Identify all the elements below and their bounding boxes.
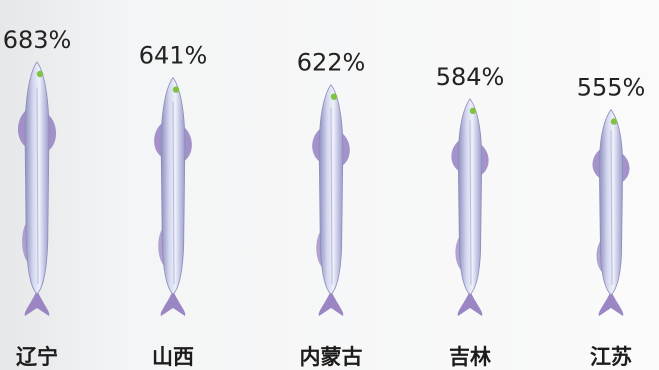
fish-tail [457,290,483,316]
value-label: 555% [577,74,646,102]
value-label: 683% [3,26,72,54]
fish-bar-3 [312,84,350,316]
fish-lateral-line [330,107,333,285]
fish-lateral-line [469,120,472,285]
fish-bar-2 [154,76,192,316]
fish-lateral-line [610,130,613,285]
value-label: 622% [297,49,366,77]
fish-eye [172,86,180,93]
fish-eye [469,107,477,115]
fish-lateral-line [172,101,175,285]
fish-tail [160,290,186,316]
fish-tail [24,290,50,316]
fish-tail [318,290,344,316]
fish-eye [610,118,618,125]
fish-lateral-line [36,87,39,285]
fish-eye [36,70,44,78]
fish-bar-5 [592,108,630,316]
fish-eye [330,93,338,100]
category-label: 山西 [152,345,194,369]
fish-bar-1 [17,61,57,316]
category-label: 内蒙古 [300,345,363,369]
value-label: 641% [139,42,208,70]
value-label: 584% [436,63,505,91]
category-label: 辽宁 [16,345,58,369]
fish-tail [598,290,624,316]
category-label: 吉林 [449,345,491,369]
category-label: 江苏 [590,345,632,369]
fish-bar-4 [451,98,489,316]
